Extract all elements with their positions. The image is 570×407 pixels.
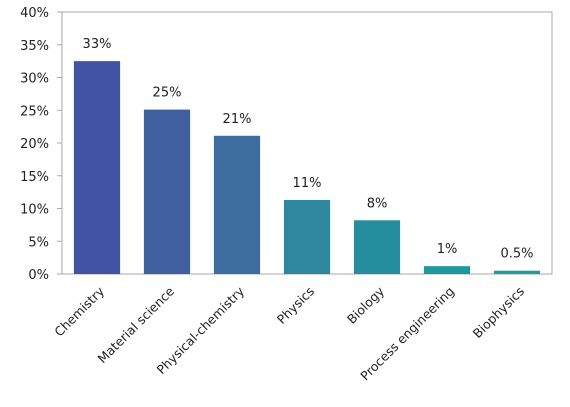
x-tick-label: Chemistry xyxy=(51,283,107,339)
data-label: 25% xyxy=(153,86,182,101)
bar xyxy=(73,61,121,274)
bar xyxy=(493,270,541,274)
bar xyxy=(213,135,261,274)
data-label: 0.5% xyxy=(500,247,533,262)
bar xyxy=(283,199,331,274)
y-tick-label: 20% xyxy=(20,137,49,152)
bar xyxy=(353,220,401,274)
bars xyxy=(73,61,541,274)
y-tick-label: 5% xyxy=(28,235,49,250)
y-tick-label: 10% xyxy=(20,203,49,218)
data-label: 1% xyxy=(437,242,458,257)
x-tick-label: Physics xyxy=(274,284,317,327)
data-label: 8% xyxy=(367,196,388,211)
bar xyxy=(423,266,471,274)
data-label: 21% xyxy=(223,112,252,127)
data-labels: 33% 25% 21% 11% 8% 1% 0.5% xyxy=(83,37,534,262)
y-tick-label: 25% xyxy=(20,104,49,119)
y-tick-label: 40% xyxy=(20,6,49,21)
y-tick-label: 15% xyxy=(20,170,49,185)
y-tick-label: 35% xyxy=(20,39,49,54)
x-tick-label: Biophysics xyxy=(470,284,528,342)
x-tick-label: Material science xyxy=(95,283,178,366)
y-tick-label: 0% xyxy=(28,268,49,283)
x-tick-label: Biology xyxy=(344,283,388,327)
data-label: 11% xyxy=(293,176,322,191)
y-tick-label: 30% xyxy=(20,72,49,87)
data-label: 33% xyxy=(83,37,112,52)
bar xyxy=(143,109,191,274)
y-axis: 0% 5% 10% 15% 20% 25% 30% 35% 40% xyxy=(20,6,62,283)
